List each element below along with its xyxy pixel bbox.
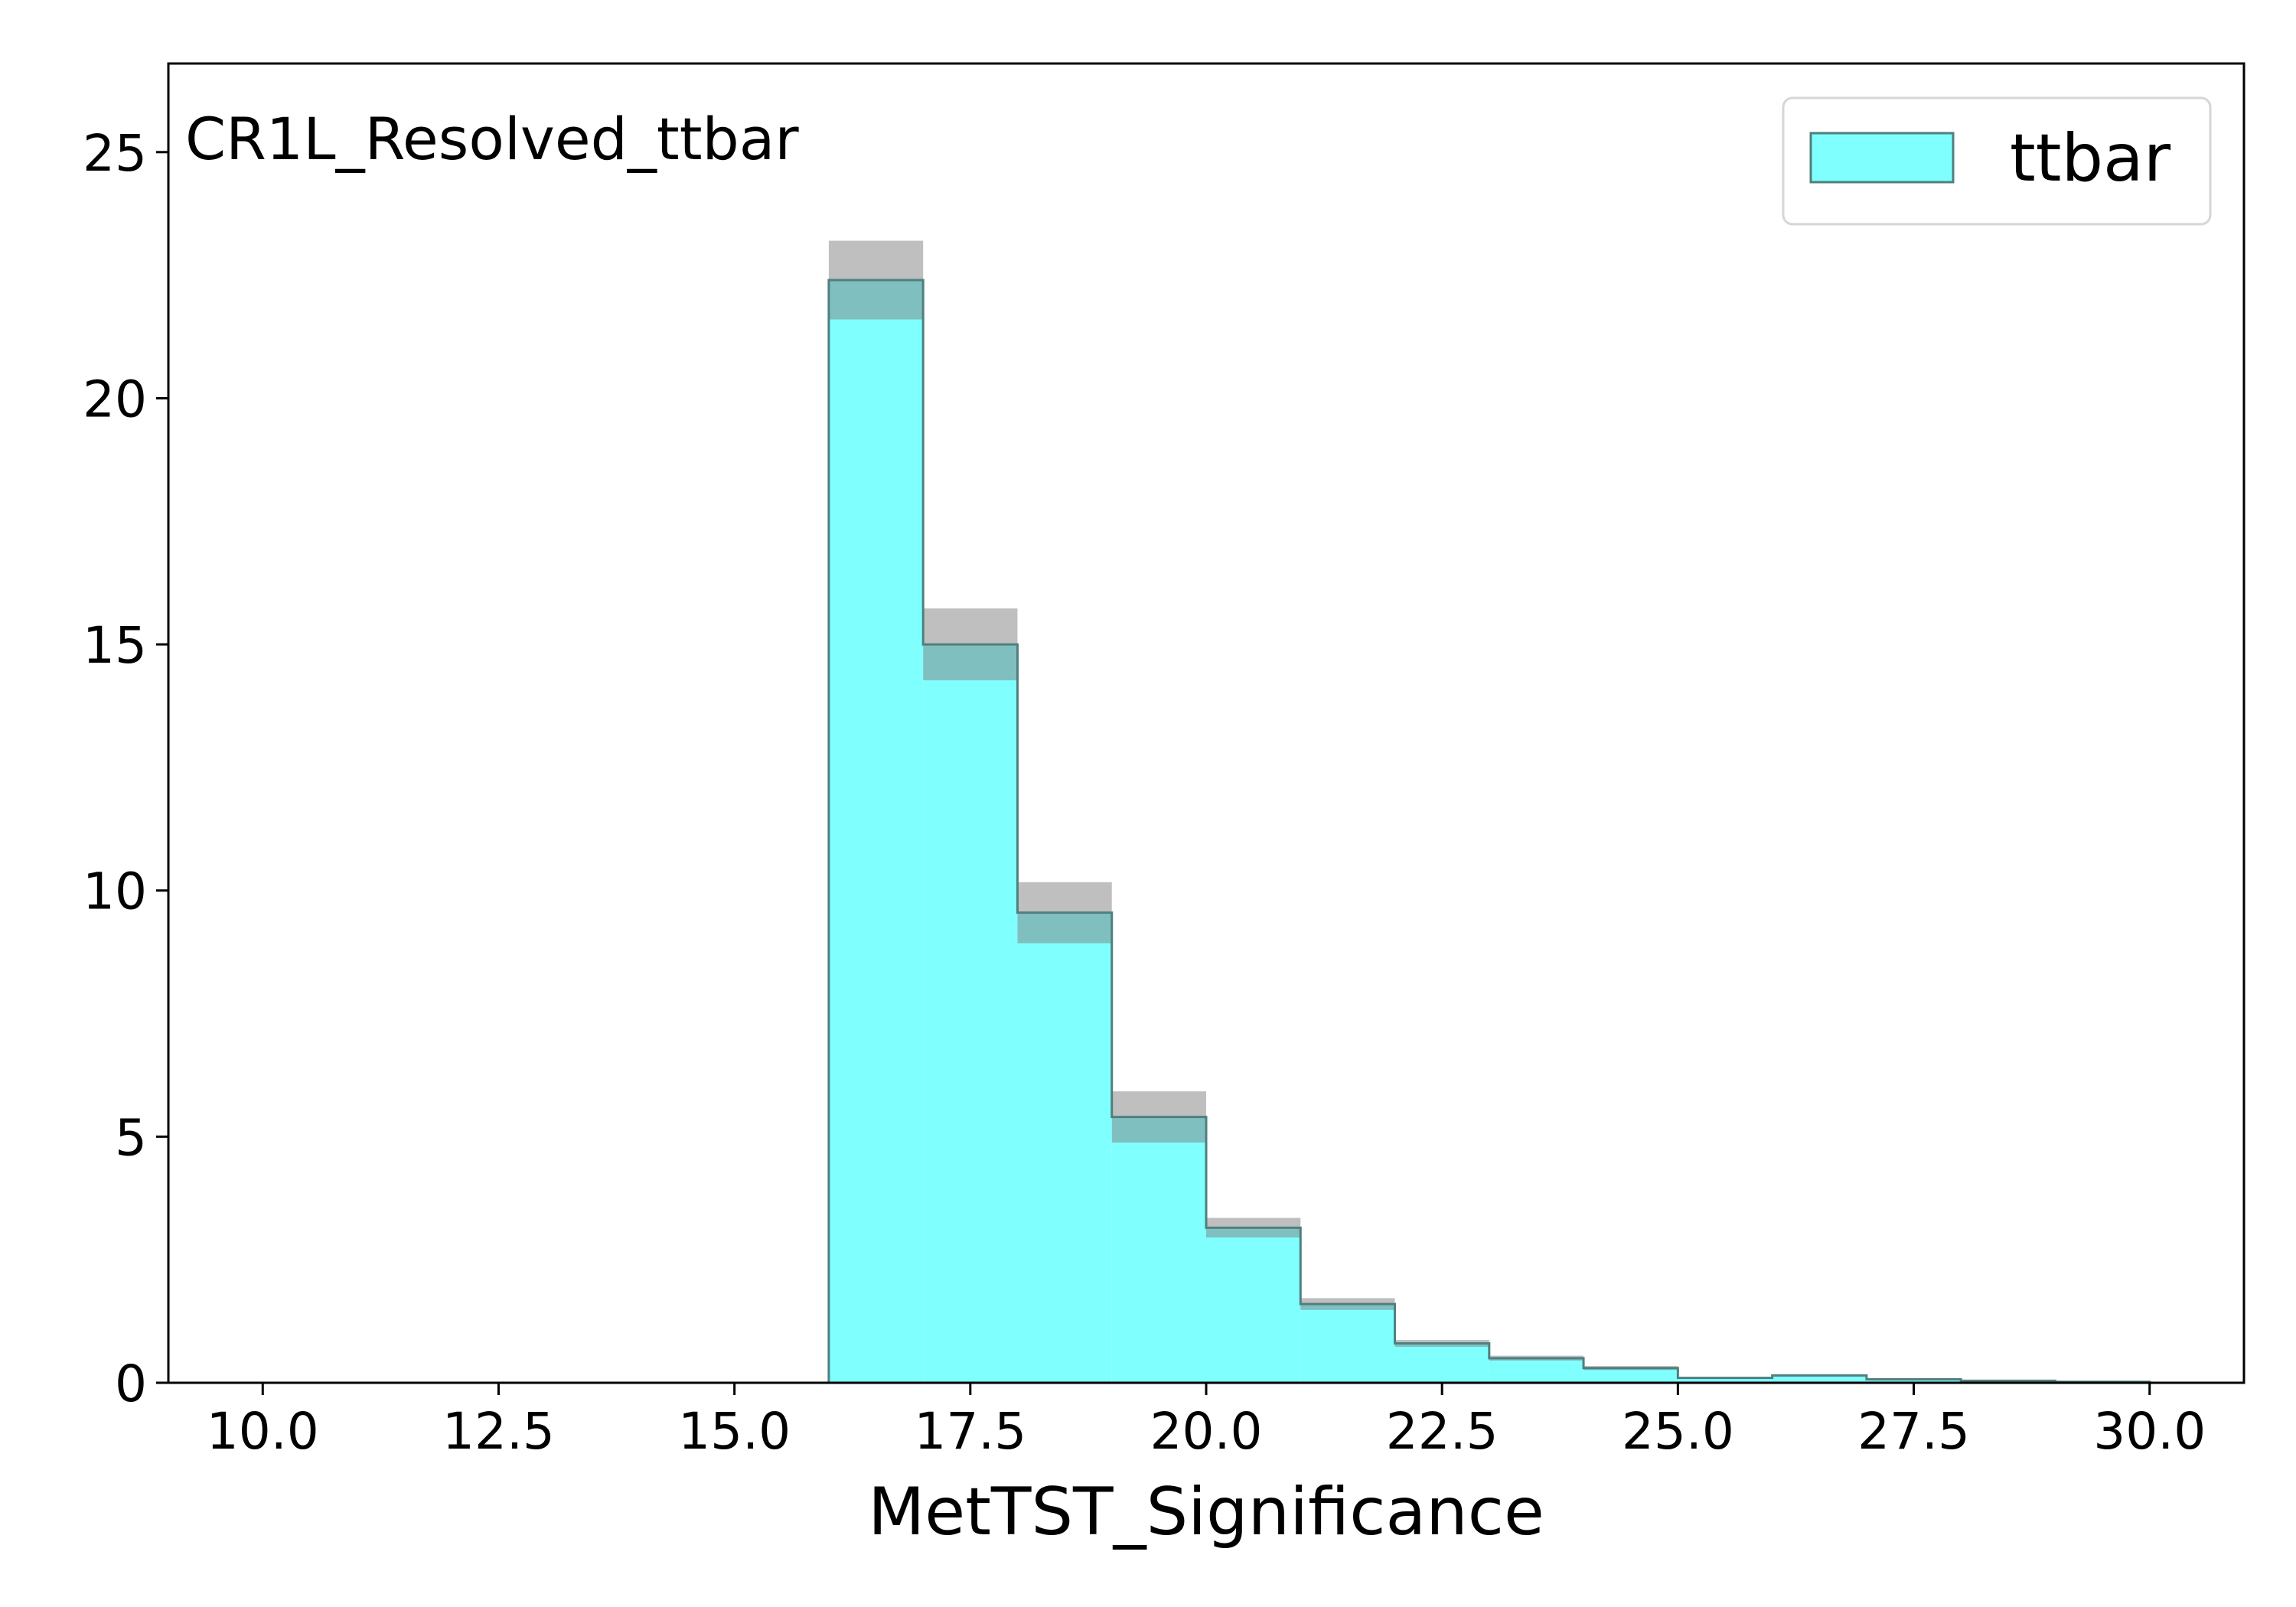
x-axis-title: MetTST_Significance bbox=[868, 1474, 1544, 1550]
x-tick-label: 15.0 bbox=[678, 1402, 791, 1461]
region-label: CR1L_Resolved_ttbar bbox=[185, 105, 799, 173]
y-tick-label: 5 bbox=[115, 1108, 147, 1167]
x-tick-label: 12.5 bbox=[442, 1402, 555, 1461]
histogram-outline bbox=[827, 279, 2151, 1384]
x-tick-label: 30.0 bbox=[2093, 1402, 2206, 1461]
histogram-bar bbox=[1866, 1379, 1962, 1383]
x-tick-label: 17.5 bbox=[914, 1402, 1026, 1461]
histogram-bar bbox=[828, 280, 924, 1383]
legend-frame bbox=[1782, 96, 2212, 226]
y-tick-label: 10 bbox=[83, 862, 147, 921]
histogram-bar bbox=[1206, 1227, 1301, 1383]
x-tick-label: 10.0 bbox=[207, 1402, 319, 1461]
legend-label-ttbar: ttbar bbox=[2010, 120, 2171, 197]
legend-swatch-ttbar bbox=[1809, 132, 1955, 184]
x-tick-label: 20.0 bbox=[1150, 1402, 1263, 1461]
histogram-bar bbox=[1678, 1377, 1773, 1383]
histogram-bar bbox=[1111, 1116, 1206, 1383]
y-tick-label: 20 bbox=[83, 370, 147, 429]
histogram-bar bbox=[1583, 1367, 1678, 1383]
legend: ttbar bbox=[1782, 96, 2212, 226]
x-tick-label: 22.5 bbox=[1386, 1402, 1499, 1461]
histogram-bar bbox=[1489, 1358, 1584, 1383]
y-tick-label: 15 bbox=[83, 616, 147, 675]
x-tick-label: 27.5 bbox=[1857, 1402, 1970, 1461]
y-tick-label: 25 bbox=[83, 124, 147, 183]
histogram-bar bbox=[1394, 1343, 1489, 1383]
histogram-bar bbox=[1772, 1375, 1867, 1383]
histogram-bar bbox=[1300, 1304, 1395, 1383]
histogram-bar bbox=[1017, 912, 1112, 1383]
x-axis: 10.0 12.5 15.0 17.5 20.0 22.5 25.0 27.5 30.0 bbox=[207, 1383, 2206, 1461]
y-axis: 0 5 10 15 20 25 bbox=[83, 124, 168, 1413]
histogram-bar bbox=[923, 644, 1018, 1383]
histogram-bars bbox=[828, 280, 2150, 1383]
x-tick-label: 25.0 bbox=[1622, 1402, 1734, 1461]
y-tick-label: 0 bbox=[115, 1354, 147, 1413]
